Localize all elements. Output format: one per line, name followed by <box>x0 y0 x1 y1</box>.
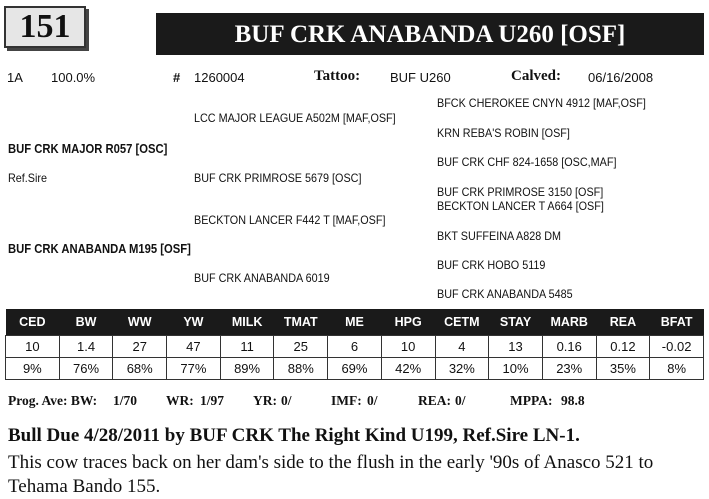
epd-value: 13 <box>488 335 543 358</box>
epd-value: 0.12 <box>595 335 651 358</box>
tattoo-value: BUF U260 <box>390 70 451 85</box>
registration-number: 1260004 <box>194 70 245 85</box>
dam-dam: BUF CRK ANABANDA 6019 <box>194 271 330 285</box>
epd-percentile: 10% <box>488 357 543 380</box>
epd-value: 1.4 <box>58 335 114 358</box>
epd-header: YW <box>166 309 221 336</box>
dam-sire-sire: BECKTON LANCER T A664 [OSF] <box>437 199 604 213</box>
sire-sire-dam: KRN REBA'S ROBIN [OSF] <box>437 126 570 140</box>
epd-percentile: 23% <box>541 357 597 380</box>
epd-header: BW <box>59 309 113 336</box>
epd-header: ME <box>327 309 382 336</box>
epd-value: 27 <box>112 335 168 358</box>
progeny-bw: 1/70 <box>113 393 138 408</box>
dam-sire: BECKTON LANCER F442 T [MAF,OSF] <box>194 213 386 227</box>
epd-value: 10 <box>380 335 436 358</box>
sire-dam: BUF CRK PRIMROSE 5679 [OSC] <box>194 171 362 185</box>
epd-percentile: 77% <box>166 357 221 380</box>
sire-dam-sire: BUF CRK CHF 824-1658 [OSC,MAF] <box>437 155 617 169</box>
epd-header: STAY <box>488 309 543 336</box>
epd-percentile: 32% <box>434 357 490 380</box>
dam-dam-dam: BUF CRK ANABANDA 5485 <box>437 287 573 301</box>
progeny-mppa: 98.8 <box>561 393 585 408</box>
epd-header: MILK <box>220 309 274 336</box>
lot-number: 151 <box>4 6 86 48</box>
epd-header: MARB <box>542 309 597 336</box>
progeny-yr: 0/ <box>281 393 292 408</box>
epd-header: TMAT <box>273 309 328 336</box>
epd-percentile: 9% <box>5 357 60 380</box>
sire-note: Ref.Sire <box>8 171 48 185</box>
epd-value: 10 <box>5 335 60 358</box>
epd-value: 11 <box>219 335 275 358</box>
sire-sire: LCC MAJOR LEAGUE A502M [MAF,OSF] <box>194 111 396 125</box>
epd-header: WW <box>112 309 167 336</box>
breeding-due-line: Bull Due 4/28/2011 by BUF CRK The Right … <box>8 425 580 446</box>
epd-header: CETM <box>435 309 489 336</box>
epd-percentile: 68% <box>112 357 168 380</box>
epd-percentile-row: 9% 76% 68% 77% 89% 88% 69% 42% 32% 10% 2… <box>5 357 704 380</box>
breed-code: 1A <box>7 70 23 85</box>
progeny-imf-label: IMF: <box>331 393 362 408</box>
tattoo-label: Tattoo: <box>314 68 361 84</box>
epd-percentile: 69% <box>327 357 382 380</box>
dam-sire-dam: BKT SUFFEINA A828 DM <box>437 229 562 243</box>
breed-percent: 100.0% <box>51 70 96 85</box>
epd-value: 4 <box>434 335 490 358</box>
epd-value: -0.02 <box>649 335 704 358</box>
epd-values-row: 10 1.4 27 47 11 25 6 10 4 13 0.16 0.12 -… <box>5 335 704 358</box>
epd-percentile: 76% <box>58 357 114 380</box>
progeny-wr: 1/97 <box>200 393 225 408</box>
progeny-wr-label: WR: <box>166 393 194 408</box>
epd-value: 47 <box>166 335 221 358</box>
sire-name: BUF CRK MAJOR R057 [OSC] <box>8 142 168 156</box>
epd-value: 6 <box>327 335 382 358</box>
epd-header: CED <box>5 309 60 336</box>
progeny-label: Prog. Ave: BW: <box>8 393 98 408</box>
sire-sire-sire: BFCK CHEROKEE CNYN 4912 [MAF,OSF] <box>437 96 646 110</box>
epd-percentile: 88% <box>273 357 329 380</box>
epd-percentile: 89% <box>219 357 275 380</box>
progeny-rea-label: REA: <box>418 393 451 408</box>
epd-header-row: CED BW WW YW MILK TMAT ME HPG CETM STAY … <box>5 309 704 336</box>
epd-percentile: 8% <box>649 357 704 380</box>
epd-header: BFAT <box>649 309 704 336</box>
calved-label: Calved: <box>511 68 561 84</box>
lot-comment: This cow traces back on her dam's side t… <box>8 452 654 497</box>
animal-name: BUF CRK ANABANDA U260 [OSF] <box>156 13 704 55</box>
dam-dam-sire: BUF CRK HOBO 5119 <box>437 258 546 272</box>
progeny-mppa-label: MPPA: <box>510 393 553 408</box>
dam-name: BUF CRK ANABANDA M195 [OSF] <box>8 242 191 256</box>
progeny-yr-label: YR: <box>253 393 277 408</box>
reg-prefix: # <box>173 70 181 85</box>
epd-value: 25 <box>273 335 329 358</box>
progeny-imf: 0/ <box>367 393 378 408</box>
calved-date: 06/16/2008 <box>588 70 654 85</box>
epd-header: HPG <box>381 309 435 336</box>
epd-header: REA <box>596 309 650 336</box>
epd-table: CED BW WW YW MILK TMAT ME HPG CETM STAY … <box>5 309 704 380</box>
epd-value: 0.16 <box>541 335 597 358</box>
progeny-rea: 0/ <box>455 393 466 408</box>
epd-percentile: 35% <box>595 357 651 380</box>
sire-dam-dam: BUF CRK PRIMROSE 3150 [OSF] <box>437 185 604 199</box>
epd-percentile: 42% <box>380 357 436 380</box>
